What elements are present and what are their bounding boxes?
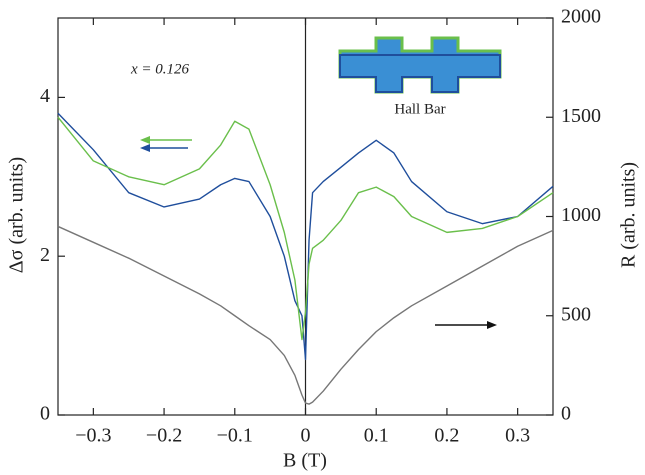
direction-arrows (140, 136, 497, 329)
inset-label: Hall Bar (394, 101, 445, 117)
y-tick-label: 4 (40, 85, 50, 107)
y-axis-label: Δσ (arb. units) (6, 157, 28, 273)
y2-tick-label: 1000 (561, 204, 601, 226)
y2-tick-label: 1500 (561, 105, 601, 127)
y2-tick-label: 0 (561, 403, 571, 425)
y-tick-label: 2 (40, 244, 50, 266)
series-line (57, 225, 554, 405)
hall-bar-inset (338, 36, 502, 94)
y-tick-label: 0 (40, 403, 50, 425)
x-tick-label: −0.1 (217, 425, 253, 447)
x-axis-label: B (T) (283, 450, 327, 472)
x-tick-label: 0 (301, 425, 311, 447)
x-tick-label: 0.1 (364, 425, 389, 447)
y2-tick-label: 500 (561, 303, 591, 325)
x-tick-label: −0.3 (75, 425, 111, 447)
series-line (57, 116, 554, 341)
series-line (57, 112, 554, 361)
x-tick-label: 0.3 (505, 425, 530, 447)
y2-tick-label: 2000 (561, 6, 601, 28)
y2-axis-label: R (arb. units) (618, 162, 640, 268)
x-tick-label: −0.2 (146, 425, 182, 447)
annotation: x = 0.126 (130, 61, 190, 77)
x-tick-label: 0.2 (434, 425, 459, 447)
